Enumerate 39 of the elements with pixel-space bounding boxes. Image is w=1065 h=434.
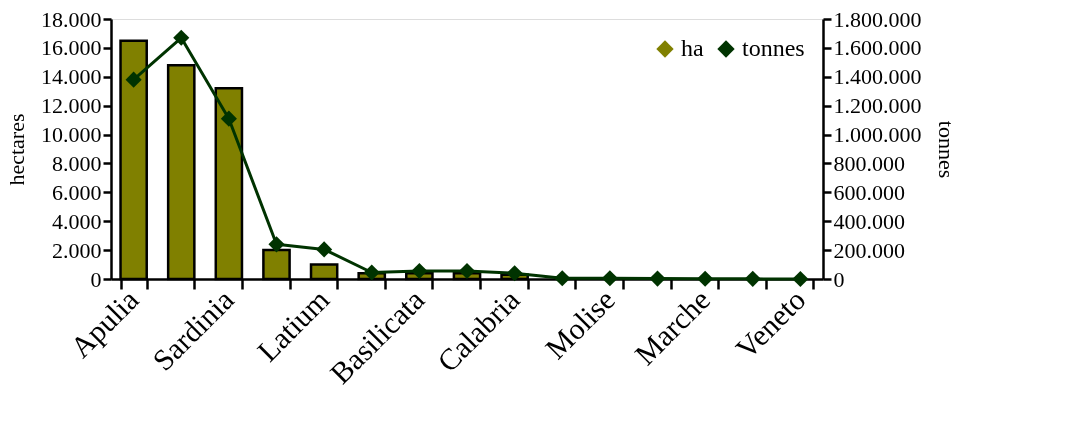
point: [554, 270, 571, 287]
point: [411, 262, 428, 280]
point: [220, 110, 237, 127]
y-tick-label: 8.000: [52, 150, 102, 176]
y-axis-title: hectares: [4, 113, 29, 186]
point: [125, 71, 142, 88]
y2-tick-label: 0: [833, 266, 845, 292]
y-tick-label: 6.000: [52, 179, 102, 205]
point: [173, 29, 190, 46]
y-tick-label: 18.000: [41, 6, 102, 32]
point: [458, 262, 476, 280]
point: [268, 236, 285, 253]
y-tick-label: 0: [90, 266, 102, 292]
y2-tick-label: 1.200.000: [833, 93, 922, 119]
y2-tick-label: 1.400.000: [833, 64, 922, 90]
y2-axis-title: tonnes: [933, 120, 959, 179]
point: [649, 270, 666, 287]
y-tick-label: 16.000: [41, 35, 102, 61]
point: [316, 241, 333, 258]
y2-tick-label: 1.800.000: [833, 6, 922, 32]
y-tick-label: 12.000: [41, 93, 102, 119]
y-tick-label: 10.000: [41, 122, 102, 148]
y2-tick-label: 1.000.000: [833, 122, 922, 148]
y-tick-label: 14.000: [41, 64, 102, 90]
y2-tick-label: 800.000: [833, 150, 905, 176]
y2-tick-label: 400.000: [833, 208, 905, 234]
point: [363, 264, 380, 281]
legend-label: tonnes: [742, 35, 805, 61]
point: [506, 265, 523, 282]
y-tick-label: 4.000: [52, 208, 102, 234]
point: [744, 270, 761, 287]
point: [697, 270, 714, 287]
y2-tick-label: 1.600.000: [833, 35, 922, 61]
point: [601, 270, 618, 287]
y-tick-label: 2.000: [52, 237, 102, 263]
legend-label: ha: [681, 35, 704, 61]
point: [792, 270, 809, 288]
y2-tick-label: 600.000: [833, 179, 905, 205]
y2-tick-label: 200.000: [833, 237, 905, 263]
